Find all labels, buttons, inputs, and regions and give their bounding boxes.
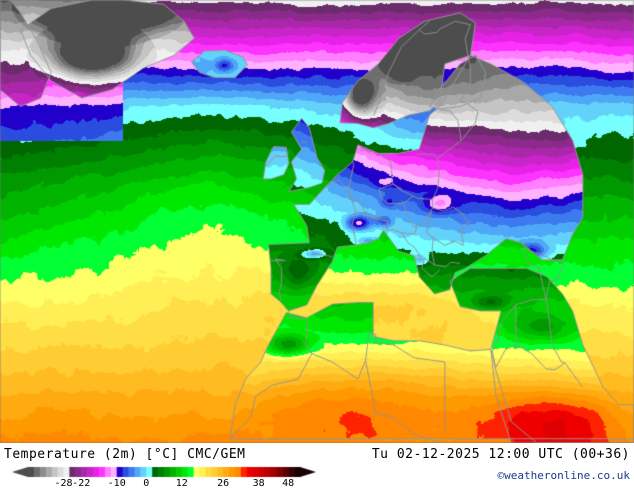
scale-tick-12: 12 <box>175 478 188 489</box>
scale-tick-26: 26 <box>217 478 230 489</box>
temperature-color-scale: -28 -22 -10 0 12 26 38 48 <box>0 466 320 490</box>
valid-time-label: Tu 02-12-2025 12:00 UTC (00+36) <box>371 447 630 462</box>
scale-tick-0: 0 <box>143 478 150 489</box>
temperature-map-canvas[interactable] <box>0 0 634 443</box>
color-scale-ticks: -28 -22 -10 0 12 26 38 48 <box>0 478 320 490</box>
scale-tick-minus22: -22 <box>72 478 91 489</box>
copyright-label: ©weatheronline.co.uk <box>497 469 630 482</box>
scale-tick-48: 48 <box>282 478 295 489</box>
color-scale-bar <box>0 466 320 478</box>
map-title: Temperature (2m) [°C] CMC/GEM <box>4 447 246 462</box>
scale-tick-minus10: -10 <box>107 478 126 489</box>
map-footer: Temperature (2m) [°C] CMC/GEM Tu 02-12-2… <box>0 443 634 490</box>
scale-tick-38: 38 <box>252 478 265 489</box>
scale-tick-minus28: -28 <box>54 478 73 489</box>
temperature-map[interactable] <box>0 0 634 443</box>
